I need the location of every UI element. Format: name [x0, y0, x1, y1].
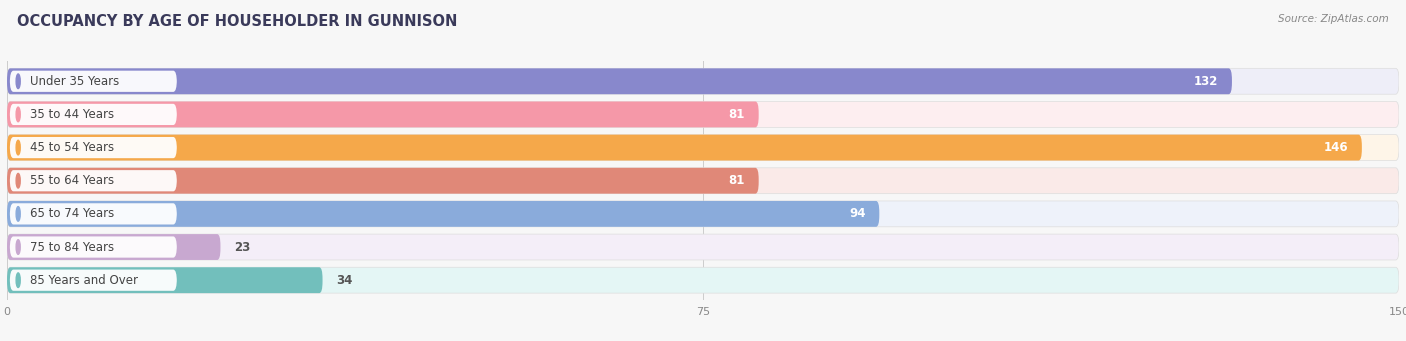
Circle shape: [15, 174, 20, 188]
Text: 146: 146: [1323, 141, 1348, 154]
FancyBboxPatch shape: [7, 68, 1232, 94]
FancyBboxPatch shape: [7, 201, 1399, 227]
FancyBboxPatch shape: [7, 68, 1399, 94]
Text: Source: ZipAtlas.com: Source: ZipAtlas.com: [1278, 14, 1389, 24]
Text: 23: 23: [235, 240, 250, 254]
FancyBboxPatch shape: [10, 71, 177, 92]
Circle shape: [15, 207, 20, 221]
Text: Under 35 Years: Under 35 Years: [31, 75, 120, 88]
FancyBboxPatch shape: [7, 234, 1399, 260]
Text: 132: 132: [1194, 75, 1218, 88]
FancyBboxPatch shape: [7, 168, 1399, 194]
Text: 45 to 54 Years: 45 to 54 Years: [31, 141, 114, 154]
FancyBboxPatch shape: [10, 270, 177, 291]
Text: 55 to 64 Years: 55 to 64 Years: [31, 174, 114, 187]
FancyBboxPatch shape: [10, 236, 177, 258]
FancyBboxPatch shape: [7, 234, 221, 260]
Text: 75 to 84 Years: 75 to 84 Years: [31, 240, 114, 254]
Circle shape: [15, 273, 20, 287]
Text: 81: 81: [728, 108, 745, 121]
Text: OCCUPANCY BY AGE OF HOUSEHOLDER IN GUNNISON: OCCUPANCY BY AGE OF HOUSEHOLDER IN GUNNI…: [17, 14, 457, 29]
Circle shape: [15, 140, 20, 155]
Text: 35 to 44 Years: 35 to 44 Years: [31, 108, 114, 121]
Text: 94: 94: [849, 207, 866, 220]
FancyBboxPatch shape: [7, 201, 879, 227]
FancyBboxPatch shape: [7, 267, 322, 293]
FancyBboxPatch shape: [7, 168, 759, 194]
Text: 85 Years and Over: 85 Years and Over: [31, 274, 138, 287]
FancyBboxPatch shape: [7, 135, 1399, 161]
FancyBboxPatch shape: [10, 170, 177, 191]
FancyBboxPatch shape: [10, 137, 177, 158]
Text: 81: 81: [728, 174, 745, 187]
Text: 65 to 74 Years: 65 to 74 Years: [31, 207, 114, 220]
FancyBboxPatch shape: [7, 102, 759, 127]
FancyBboxPatch shape: [10, 203, 177, 224]
Circle shape: [15, 107, 20, 122]
FancyBboxPatch shape: [7, 102, 1399, 127]
Circle shape: [15, 240, 20, 254]
FancyBboxPatch shape: [7, 267, 1399, 293]
Circle shape: [15, 74, 20, 89]
Text: 34: 34: [336, 274, 353, 287]
FancyBboxPatch shape: [10, 104, 177, 125]
FancyBboxPatch shape: [7, 135, 1362, 161]
